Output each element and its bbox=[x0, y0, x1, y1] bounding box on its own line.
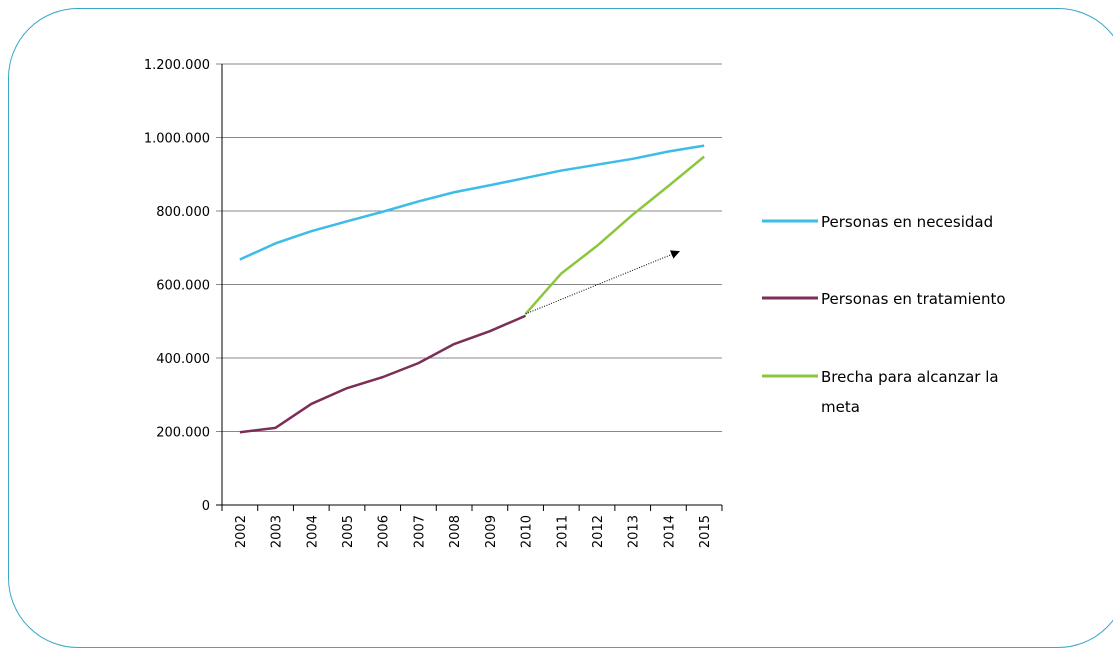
trend-arrow bbox=[525, 250, 680, 315]
legend-label: Personas en necesidad bbox=[821, 213, 993, 231]
y-tick-label: 200.000 bbox=[156, 426, 210, 441]
x-tick-label: 2014 bbox=[662, 515, 677, 548]
series-lines bbox=[239, 144, 705, 434]
line-chart: 0 200.000 400.000 600.000 800.000 1.000.000 1.… bbox=[144, 58, 1006, 548]
gridlines bbox=[216, 63, 722, 506]
y-tick-label: 0 bbox=[202, 499, 210, 514]
x-tick-label: 2003 bbox=[270, 515, 285, 548]
legend-label: Personas en tratamiento bbox=[821, 290, 1006, 308]
x-tick-label: 2004 bbox=[305, 515, 320, 548]
x-tick-labels: 2002 2003 2004 2005 2006 2007 2008 2009 2010 2011… bbox=[234, 515, 713, 548]
x-tick-label: 2002 bbox=[234, 515, 249, 548]
y-tick-label: 1.000.000 bbox=[144, 132, 210, 147]
x-tick-label: 2008 bbox=[448, 515, 463, 548]
legend-label: Brecha para alcanzar la bbox=[821, 368, 999, 386]
x-tick-label: 2011 bbox=[555, 515, 570, 548]
x-tick-label: 2013 bbox=[627, 515, 642, 548]
x-tick-label: 2006 bbox=[377, 515, 392, 548]
y-tick-label: 800.000 bbox=[156, 205, 210, 220]
y-tick-label: 1.200.000 bbox=[144, 58, 210, 73]
y-tick-label: 600.000 bbox=[156, 279, 210, 294]
series-line-1 bbox=[239, 144, 705, 261]
x-tick-label: 2010 bbox=[520, 515, 535, 548]
x-tick-label: 2012 bbox=[591, 515, 606, 548]
y-tick-label: 400.000 bbox=[156, 352, 210, 367]
series-line-3 bbox=[524, 155, 705, 315]
x-tick-label: 2005 bbox=[341, 515, 356, 548]
legend-label: meta bbox=[821, 398, 860, 416]
x-tick-label: 2009 bbox=[484, 515, 499, 548]
legend: Personas en necesidad Personas en tratami… bbox=[762, 213, 1006, 416]
x-tick-label: 2015 bbox=[698, 515, 713, 548]
series-line-2 bbox=[239, 314, 527, 434]
x-tick-label: 2007 bbox=[412, 515, 427, 548]
x-tick-marks bbox=[221, 505, 723, 511]
y-tick-labels: 0 200.000 400.000 600.000 800.000 1.000.000 1.… bbox=[144, 58, 210, 514]
